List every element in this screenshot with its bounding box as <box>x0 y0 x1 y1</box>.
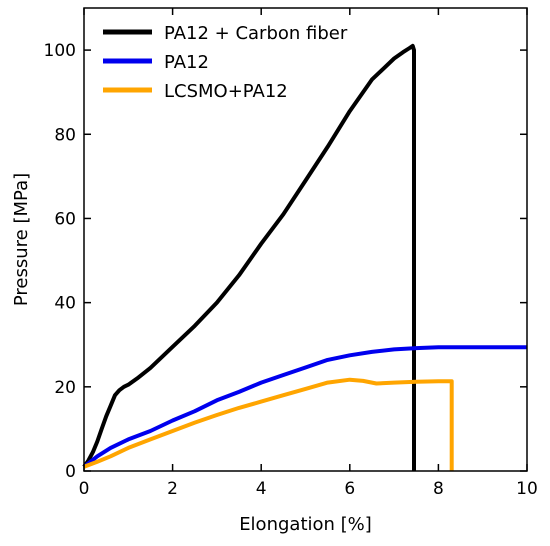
legend-label-3: LCSMO+PA12 <box>164 81 288 102</box>
y-tick-label: 20 <box>54 378 76 398</box>
series-line-1 <box>82 43 416 471</box>
y-tick-label: 0 <box>65 462 76 482</box>
x-tick-label: 2 <box>167 479 178 499</box>
legend-label-1: PA12 + Carbon fiber <box>164 23 348 44</box>
series-line-3 <box>83 377 454 471</box>
series-line-2 <box>82 345 527 469</box>
x-tick-label: 0 <box>79 479 90 499</box>
x-tick-label: 8 <box>433 479 444 499</box>
plot-frame <box>83 7 528 472</box>
x-tick-label: 6 <box>344 479 355 499</box>
series-layer <box>82 43 527 471</box>
y-axis-label: Pressure [MPa] <box>11 173 32 306</box>
legend: PA12 + Carbon fiber PA12 LCSMO+PA12 <box>103 23 348 102</box>
y-tick-label: 60 <box>54 209 76 229</box>
x-axis-label: Elongation [%] <box>239 514 372 535</box>
x-tick-label: 10 <box>516 479 538 499</box>
y-tick-label: 100 <box>44 41 76 61</box>
y-tick-label: 40 <box>54 294 76 314</box>
y-tick-label: 80 <box>54 125 76 145</box>
legend-label-2: PA12 <box>164 52 209 73</box>
x-tick-label: 4 <box>256 479 267 499</box>
